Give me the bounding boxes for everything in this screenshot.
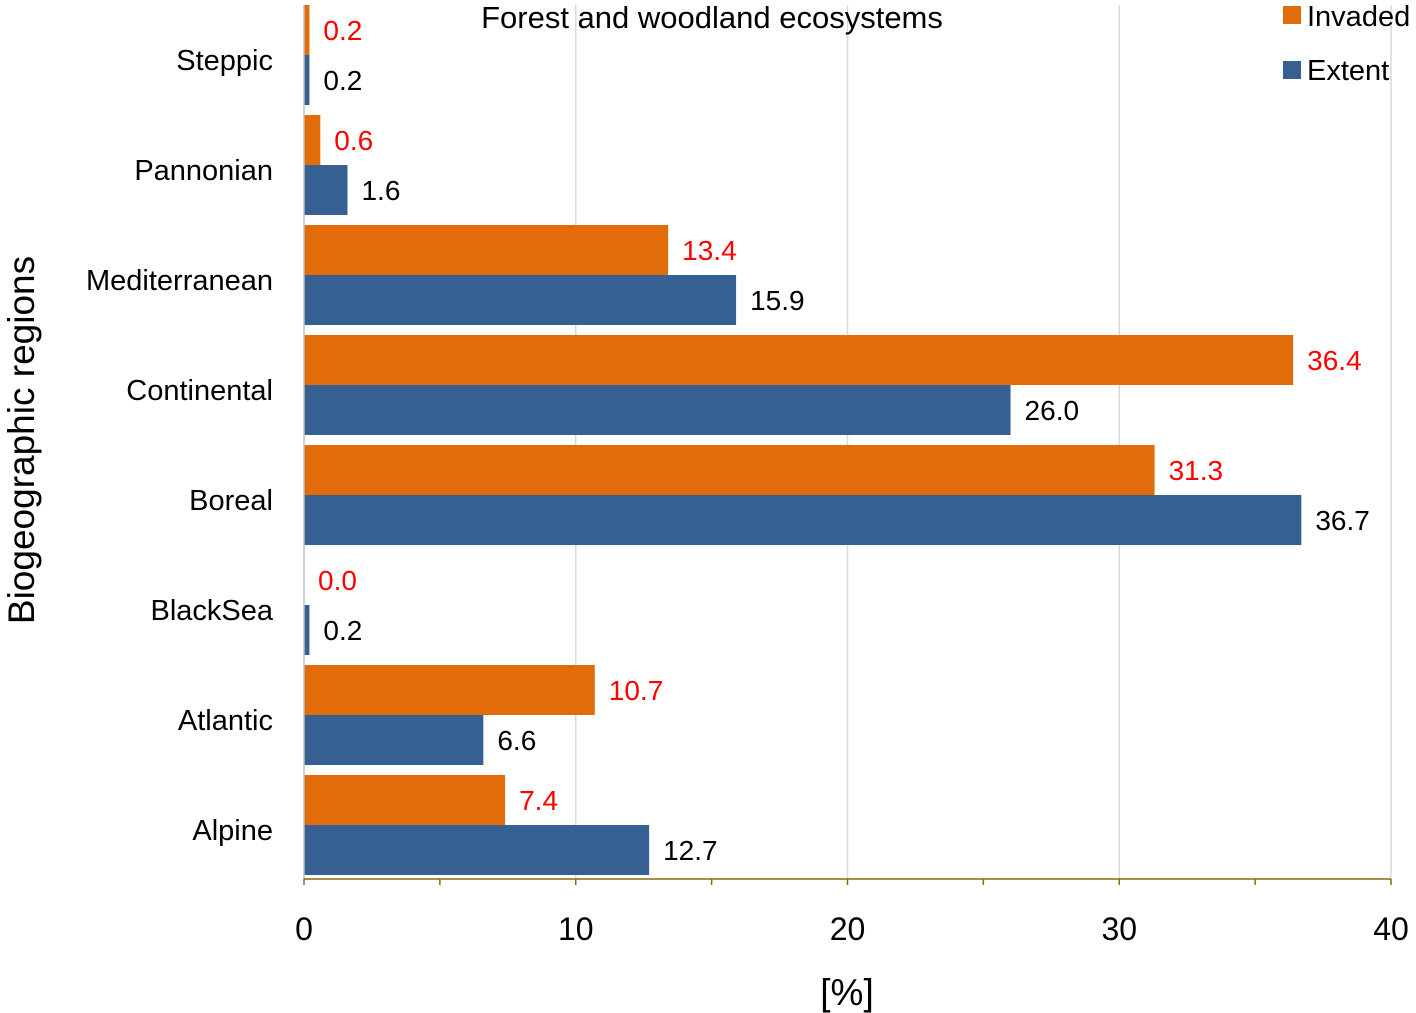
bar-extent-boreal — [304, 495, 1302, 545]
category-label-alpine: Alpine — [192, 815, 273, 847]
category-label-steppic: Steppic — [176, 45, 273, 77]
data-label-extent-continental: 26.0 — [1025, 395, 1080, 426]
gridlines — [575, 5, 1392, 879]
x-axis: 0 10 20 30 40 — [295, 5, 1409, 947]
data-label-invaded-atlantic: 10.7 — [609, 675, 664, 706]
legend-label-extent: Extent — [1307, 55, 1389, 87]
data-label-invaded-continental: 36.4 — [1307, 345, 1362, 376]
data-label-extent-pannonian: 1.6 — [361, 175, 400, 206]
category-label-continental: Continental — [126, 375, 273, 407]
bar-invaded-alpine — [304, 775, 506, 825]
y-axis-label: Biogeographic regions — [1, 256, 42, 624]
data-label-extent-blacksea: 0.2 — [323, 615, 362, 646]
x-tick-label-40: 40 — [1373, 911, 1409, 947]
bar-invaded-atlantic — [304, 665, 595, 715]
x-tick-label-10: 10 — [558, 911, 594, 947]
bar-invaded-boreal — [304, 445, 1155, 495]
data-label-invaded-boreal: 31.3 — [1169, 455, 1224, 486]
data-label-invaded-steppic: 0.2 — [323, 15, 362, 46]
legend-label-invaded: Invaded — [1307, 1, 1410, 33]
bar-extent-alpine — [304, 825, 650, 875]
category-labels: Steppic Pannonian Mediterranean Continental… — [86, 45, 274, 847]
data-label-extent-alpine: 12.7 — [663, 835, 718, 866]
bar-invaded-continental — [304, 335, 1294, 385]
bar-extent-atlantic — [304, 715, 484, 765]
x-tick-label-20: 20 — [830, 911, 866, 947]
data-label-extent-mediterranean: 15.9 — [750, 285, 805, 316]
data-label-extent-boreal: 36.7 — [1315, 505, 1370, 536]
legend-swatch-extent — [1283, 61, 1301, 79]
data-labels: 0.2 0.2 0.6 1.6 13.4 15.9 36.4 26.0 31.3 36.7 0.0 0… — [318, 15, 1370, 866]
data-label-extent-atlantic: 6.6 — [497, 725, 536, 756]
bar-extent-mediterranean — [304, 275, 737, 325]
bar-invaded-steppic — [304, 5, 310, 55]
category-label-pannonian: Pannonian — [134, 155, 273, 187]
x-tick-label-30: 30 — [1101, 911, 1137, 947]
bar-extent-steppic — [304, 55, 310, 105]
bar-extent-continental — [304, 385, 1011, 435]
data-label-invaded-alpine: 7.4 — [519, 785, 558, 816]
bar-extent-blacksea — [304, 605, 310, 655]
legend: Invaded Extent — [1283, 1, 1410, 87]
bar-extent-pannonian — [304, 165, 348, 215]
bar-invaded-pannonian — [304, 115, 321, 165]
legend-swatch-invaded — [1283, 6, 1301, 24]
category-label-mediterranean: Mediterranean — [86, 265, 273, 297]
bar-invaded-mediterranean — [304, 225, 669, 275]
data-label-invaded-blacksea: 0.0 — [318, 565, 357, 596]
category-label-blacksea: BlackSea — [150, 595, 273, 627]
x-axis-label: [%] — [820, 972, 873, 1013]
data-label-extent-steppic: 0.2 — [323, 65, 362, 96]
data-label-invaded-mediterranean: 13.4 — [682, 235, 737, 266]
bars — [304, 5, 1302, 875]
category-label-boreal: Boreal — [189, 485, 273, 517]
category-label-atlantic: Atlantic — [178, 705, 273, 737]
data-label-invaded-pannonian: 0.6 — [334, 125, 373, 156]
chart-title: Forest and woodland ecosystems — [481, 0, 943, 35]
x-tick-label-0: 0 — [295, 911, 313, 947]
